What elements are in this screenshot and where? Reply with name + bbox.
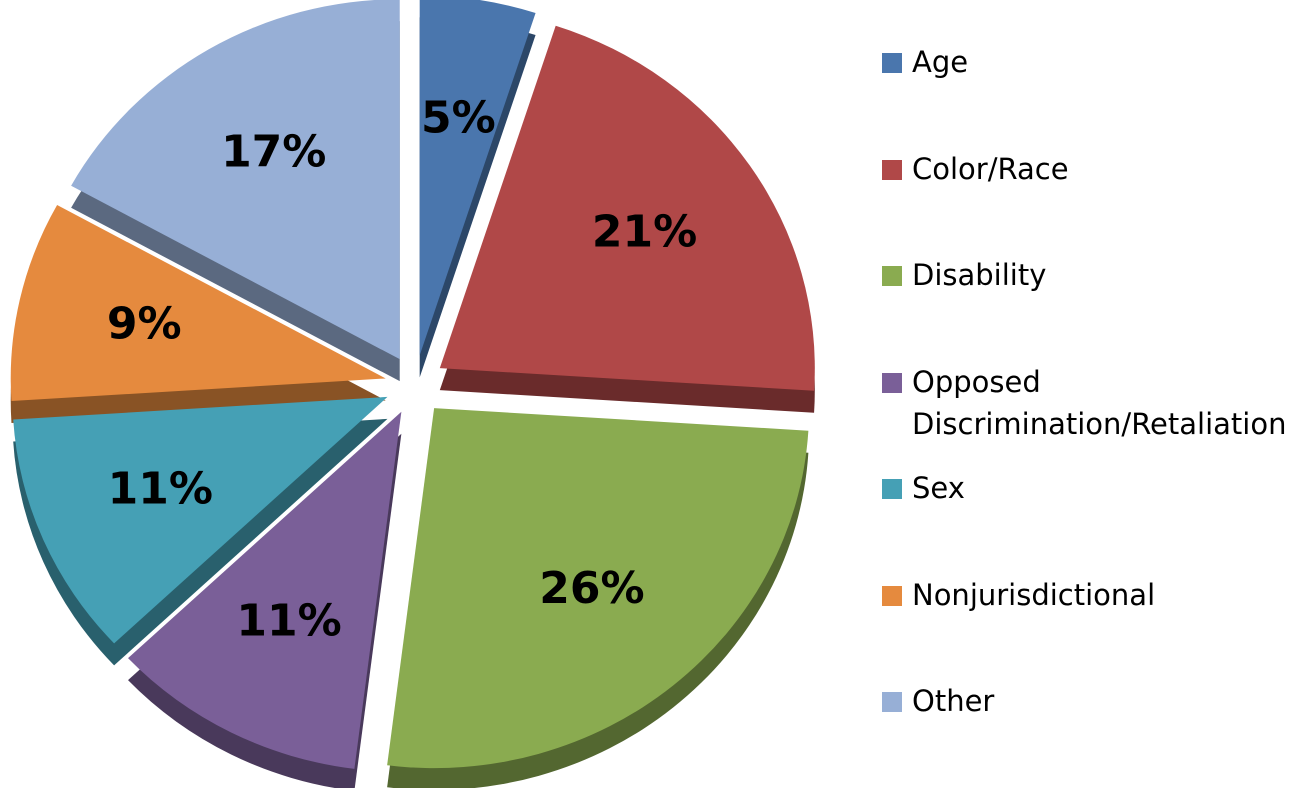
legend-entry: Disability <box>882 254 1292 296</box>
legend-swatch <box>882 479 902 499</box>
data-label: 17% <box>221 127 326 178</box>
legend-label: Nonjurisdictional <box>912 577 1156 612</box>
data-label: 21% <box>592 207 697 258</box>
data-label: 11% <box>236 595 341 646</box>
data-label: 5% <box>421 93 496 144</box>
slice <box>387 408 809 769</box>
legend-label: Disability <box>912 258 1047 292</box>
legend-entry: Age <box>882 41 1292 83</box>
legend-swatch <box>882 159 902 180</box>
data-label: 26% <box>539 563 644 614</box>
legend-label: Age <box>912 45 969 79</box>
legend-swatch <box>882 266 902 286</box>
legend-entry: Color/Race <box>882 148 1292 190</box>
data-label: 9% <box>107 299 182 350</box>
legend-entry: Opposed Discrimination/Retaliation <box>882 361 1292 445</box>
pie-area: 5% 21% 26% 11% 11% 9% 17% <box>10 0 815 788</box>
legend-entry: Other <box>882 680 1292 722</box>
legend-entry: Nonjurisdictional <box>882 574 1292 616</box>
slice <box>128 411 402 769</box>
legend-swatch <box>882 53 902 73</box>
slice <box>419 0 536 356</box>
legend-label: Opposed Discrimination/Retaliation <box>912 364 1287 441</box>
legend-swatch <box>882 372 902 393</box>
slice <box>439 25 815 391</box>
legend-swatch <box>882 692 902 712</box>
legend-label: Color/Race <box>912 151 1069 186</box>
legend-entry: Sex <box>882 467 1292 509</box>
slice <box>71 0 400 360</box>
slice <box>13 396 388 644</box>
legend-label: Sex <box>912 471 965 505</box>
legend-label: Other <box>912 684 995 718</box>
slice <box>10 205 386 402</box>
data-label: 11% <box>108 463 213 514</box>
legend-swatch <box>882 585 902 606</box>
